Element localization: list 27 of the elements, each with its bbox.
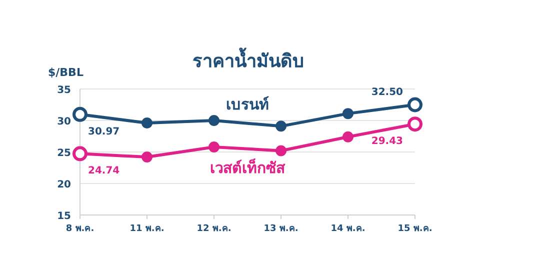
x-tick-label: 12 พ.ค. — [196, 224, 232, 234]
x-tick-label: 13 พ.ค. — [264, 224, 298, 234]
y-tick-label: 30 — [57, 116, 72, 128]
y-tick-label: 35 — [57, 85, 72, 96]
point — [342, 108, 354, 120]
y-tick-label: 15 — [57, 211, 72, 222]
point — [276, 120, 286, 132]
data-label: 32.50 — [371, 86, 404, 98]
x-tick-label: 15 พ.ค. — [398, 224, 432, 234]
x-tick-label: 14 พ.ค. — [330, 224, 366, 234]
y-axis-title: $/BBL — [48, 66, 84, 79]
data-label: 29.43 — [371, 136, 404, 148]
point — [142, 118, 152, 129]
data-label: 30.97 — [88, 126, 120, 138]
y-tick-label: 25 — [57, 148, 72, 159]
data-label: 24.74 — [88, 166, 120, 177]
x-tick-label: 8 พ.ค. — [66, 224, 94, 234]
point — [208, 141, 220, 152]
point — [342, 131, 354, 142]
y-tick-label: 20 — [57, 180, 72, 190]
chart-title: ราคาน้ำมันดิบ — [192, 47, 304, 72]
point — [276, 145, 286, 156]
point — [142, 152, 152, 163]
series-label: เวสต์เท็กซัส — [210, 158, 286, 177]
x-tick-label: 11 พ.ค. — [130, 224, 164, 234]
series-label: เบรนท์ — [226, 95, 269, 114]
point — [208, 115, 220, 126]
